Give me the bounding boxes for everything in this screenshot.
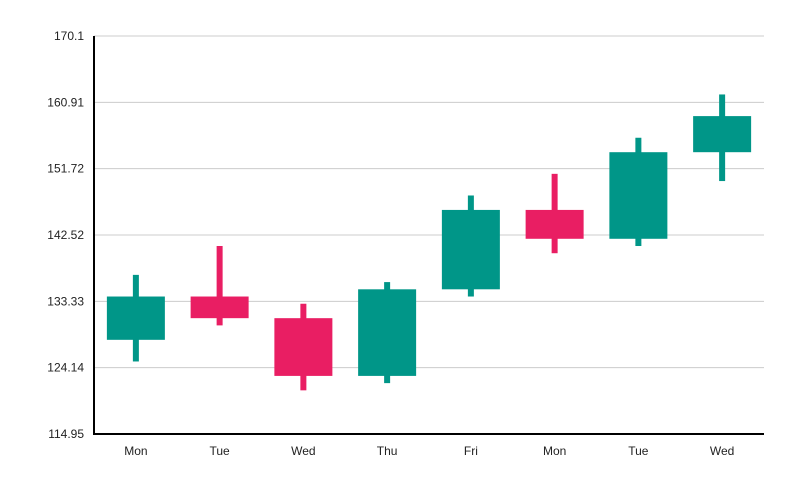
candle-body (358, 289, 417, 376)
x-tick-label: Wed (710, 444, 734, 458)
y-tick-label: 170.1 (54, 29, 84, 43)
x-tick-label: Tue (210, 444, 231, 458)
y-tick-label: 133.33 (47, 294, 84, 308)
candles (106, 94, 752, 391)
y-tick-label: 124.14 (47, 361, 84, 375)
y-tick-labels: 114.95 124.14 133.33 142.52 151.72 160.91 170.… (47, 29, 84, 441)
y-tick-label: 151.72 (47, 162, 84, 176)
candle-body (274, 318, 333, 376)
x-tick-label: Thu (377, 444, 398, 458)
candle-body (190, 296, 249, 319)
x-tick-label: Fri (464, 444, 478, 458)
x-tick-label: Mon (124, 444, 147, 458)
candle-wick (216, 246, 223, 326)
y-tick-label: 160.91 (47, 95, 84, 109)
y-tick-label: 142.52 (47, 228, 84, 242)
x-tick-label: Wed (291, 444, 315, 458)
x-tick-label: Mon (543, 444, 566, 458)
candle-body (106, 296, 165, 340)
candle-body (525, 209, 584, 239)
candle-body (693, 116, 752, 153)
candle-body (609, 152, 668, 239)
x-tick-label: Tue (628, 444, 649, 458)
x-tick-labels: Mon Tue Wed Thu Fri Mon Tue Wed (124, 444, 734, 458)
y-tick-label: 114.95 (48, 427, 84, 441)
candle-body (441, 209, 500, 290)
